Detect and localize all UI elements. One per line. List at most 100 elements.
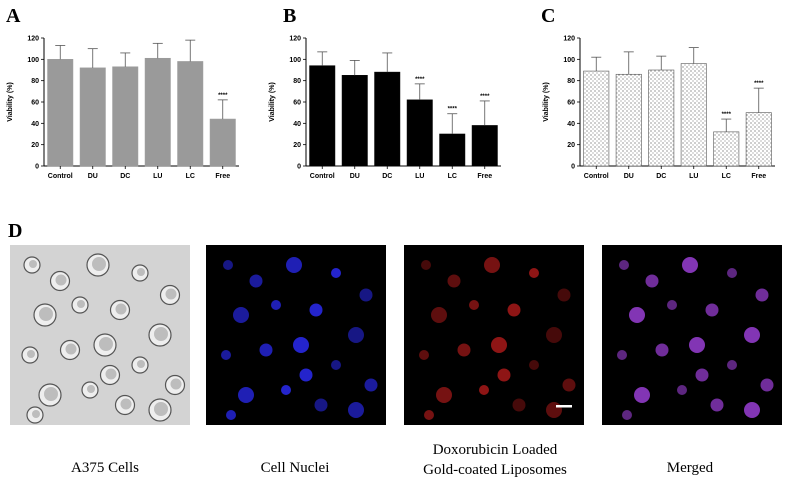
caption-merged: Merged <box>666 460 714 476</box>
caption-nuclei: Cell Nuclei <box>260 460 330 476</box>
bar-du <box>615 73 642 167</box>
merged-image <box>602 245 782 425</box>
bar-control <box>309 65 336 167</box>
y-tick-label: 120 <box>563 36 575 43</box>
bar-free <box>471 125 498 167</box>
dox-dot <box>421 260 431 270</box>
x-tick-label-free: Free <box>477 173 492 180</box>
nucleus-dot <box>359 288 373 302</box>
cell-nucleus-shape <box>77 300 85 308</box>
dox-dot <box>512 398 526 412</box>
x-tick-label-free: Free <box>215 173 230 180</box>
cell-nucleus-shape <box>29 260 37 268</box>
a375-cells-image <box>10 245 190 425</box>
nucleus-dot <box>309 303 323 317</box>
dox-dot <box>469 300 479 310</box>
chart-c: Viability (%) 0 20 40 60 80 100 120 Control DU DC L… <box>538 30 787 200</box>
nucleus-dot <box>331 268 341 278</box>
merged-dot <box>727 360 737 370</box>
y-tick-label: 80 <box>31 78 39 85</box>
nucleus-dot <box>249 274 263 288</box>
x-tick-label-du: DU <box>88 173 98 180</box>
bar-control <box>583 70 610 167</box>
dox-dot <box>457 343 471 357</box>
bar-lu <box>144 57 171 167</box>
nucleus-dot <box>271 300 281 310</box>
nucleus-dot <box>314 398 328 412</box>
y-tick-label: 0 <box>297 164 301 171</box>
merged-dot <box>755 288 769 302</box>
bar-du <box>341 75 368 167</box>
dox-dot <box>419 350 429 360</box>
dox-dot <box>484 257 500 273</box>
nucleus-dot <box>364 378 378 392</box>
x-tick-label-control: Control <box>48 173 73 180</box>
cell-nuclei-svg <box>221 257 378 420</box>
x-tick-label-dc: DC <box>382 173 392 180</box>
dox-dot <box>562 378 576 392</box>
merged-dot <box>645 274 659 288</box>
bar-control <box>47 59 74 167</box>
y-tick-label: 40 <box>293 121 301 128</box>
y-tick-label: 120 <box>27 36 39 43</box>
merged-svg <box>617 257 774 420</box>
cell-nucleus-shape <box>120 398 132 410</box>
bar-lc <box>177 61 204 167</box>
y-tick-label: 80 <box>293 78 301 85</box>
cell-nucleus-shape <box>92 257 106 271</box>
x-tick-label-dc: DC <box>656 173 666 180</box>
cell-nucleus-shape <box>32 410 40 418</box>
caption-doxorubicin-line2: Gold-coated Liposomes <box>423 462 567 478</box>
chart-b-svg: Viability (%) 0 20 40 60 80 100 120 Control DU DC *… <box>269 36 501 180</box>
dox-dot <box>546 402 562 418</box>
dox-dot <box>436 387 452 403</box>
nucleus-dot <box>281 385 291 395</box>
y-tick-label: 0 <box>35 164 39 171</box>
cell-nucleus-shape <box>44 387 58 401</box>
merged-dot <box>727 268 737 278</box>
dox-dot <box>447 274 461 288</box>
dox-dot <box>529 268 539 278</box>
x-tick-label-du: DU <box>350 173 360 180</box>
merged-dot <box>619 260 629 270</box>
merged-dot <box>677 385 687 395</box>
cell-nucleus-shape <box>137 360 145 368</box>
cell-nucleus-shape <box>99 337 113 351</box>
nucleus-dot <box>348 402 364 418</box>
nucleus-dot <box>299 368 313 382</box>
significance-label: **** <box>722 112 732 118</box>
x-tick-label-control: Control <box>584 173 609 180</box>
merged-dot <box>705 303 719 317</box>
chart-a: Viability (%) 0 20 40 60 80 100 120 Control DU DC L… <box>2 30 252 200</box>
cell-nucleus-shape <box>154 327 168 341</box>
merged-dot <box>744 327 760 343</box>
merged-dot <box>667 300 677 310</box>
cell-nucleus-shape <box>170 378 182 390</box>
y-tick-label: 100 <box>563 57 575 64</box>
dox-dot <box>479 385 489 395</box>
x-tick-label-control: Control <box>310 173 335 180</box>
dox-dot <box>431 307 447 323</box>
y-tick-label: 60 <box>567 100 575 107</box>
x-tick-label-lu: LU <box>415 173 424 180</box>
cell-nucleus-shape <box>87 385 95 393</box>
nucleus-dot <box>293 337 309 353</box>
dox-dot <box>491 337 507 353</box>
merged-dot <box>634 387 650 403</box>
bar-lc <box>713 131 740 167</box>
panel-letter-d: D <box>8 220 23 242</box>
merged-dot <box>622 410 632 420</box>
bar-lu <box>680 63 707 167</box>
merged-dot <box>629 307 645 323</box>
cell-nuclei-image <box>206 245 386 425</box>
significance-label: **** <box>415 77 425 83</box>
chart-a-svg: Viability (%) 0 20 40 60 80 100 120 Control DU DC L… <box>7 36 239 180</box>
significance-label: **** <box>448 107 458 113</box>
nucleus-dot <box>233 307 249 323</box>
y-tick-label: 20 <box>31 142 39 149</box>
merged-dot <box>617 350 627 360</box>
cell-nucleus-shape <box>154 402 168 416</box>
nucleus-dot <box>331 360 341 370</box>
y-tick-label: 100 <box>27 57 39 64</box>
nucleus-dot <box>259 343 273 357</box>
